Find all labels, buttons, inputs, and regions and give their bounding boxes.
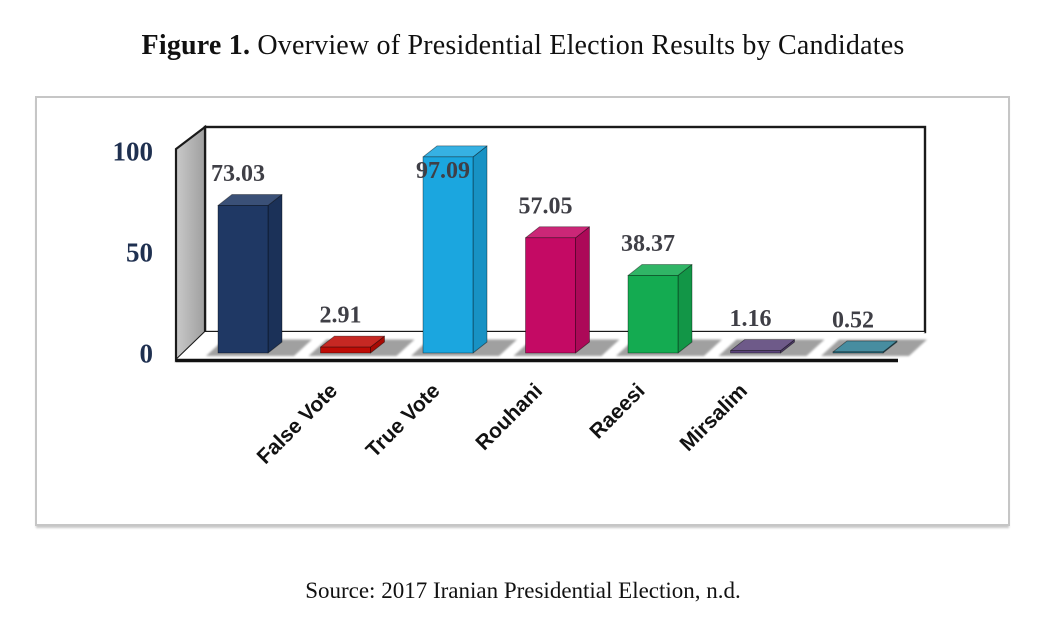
x-axis-category-label: False Vote (253, 379, 342, 468)
figure-number-label: Figure 1. (141, 30, 251, 61)
y-axis-tick-label: 100 (113, 137, 154, 167)
bar-value-label: 73.03 (211, 161, 265, 187)
y-axis-tick-label: 0 (140, 339, 154, 369)
x-axis-category-label: Raeesi (585, 379, 649, 443)
bar-side-face (575, 226, 590, 354)
bar-column (525, 237, 576, 354)
bar-value-label: 38.37 (621, 231, 675, 257)
x-axis-category-label: Mirsalim (676, 379, 753, 456)
x-axis-category-label: True Vote (362, 379, 445, 462)
bar-value-label: 2.91 (320, 303, 362, 329)
bar-side-face (267, 194, 283, 354)
bar-value-label: 0.52 (832, 307, 874, 333)
bar-value-label: 1.16 (730, 306, 772, 332)
bar-side-face (472, 145, 488, 354)
source-caption: Source: 2017 Iranian Presidential Electi… (305, 578, 741, 603)
figure-title: Figure 1. Overview of Presidential Elect… (0, 30, 1046, 62)
bar-value-label: 97.09 (416, 158, 470, 184)
bar-column (730, 350, 781, 354)
bar-column (422, 156, 474, 354)
bar-value-label: 57.05 (519, 193, 573, 219)
figure-title-text: Overview of Presidential Election Result… (250, 30, 905, 61)
plot-side-wall (174, 124, 207, 363)
chart-frame: 73.03 2.91 97.09 57.05 38.37 1.16 0.52 0 50 100 Fa… (35, 96, 1010, 526)
bar-column (627, 275, 679, 354)
bar-side-face (677, 264, 693, 354)
bar-column (832, 351, 884, 354)
bar-column (217, 205, 269, 354)
x-axis-category-label: Rouhani (471, 379, 547, 455)
bar-column (320, 346, 371, 354)
bar-chart-3d: 73.03 2.91 97.09 57.05 38.37 1.16 0.52 0 50 100 Fa… (113, 124, 927, 469)
y-axis-tick-label: 50 (126, 238, 153, 268)
